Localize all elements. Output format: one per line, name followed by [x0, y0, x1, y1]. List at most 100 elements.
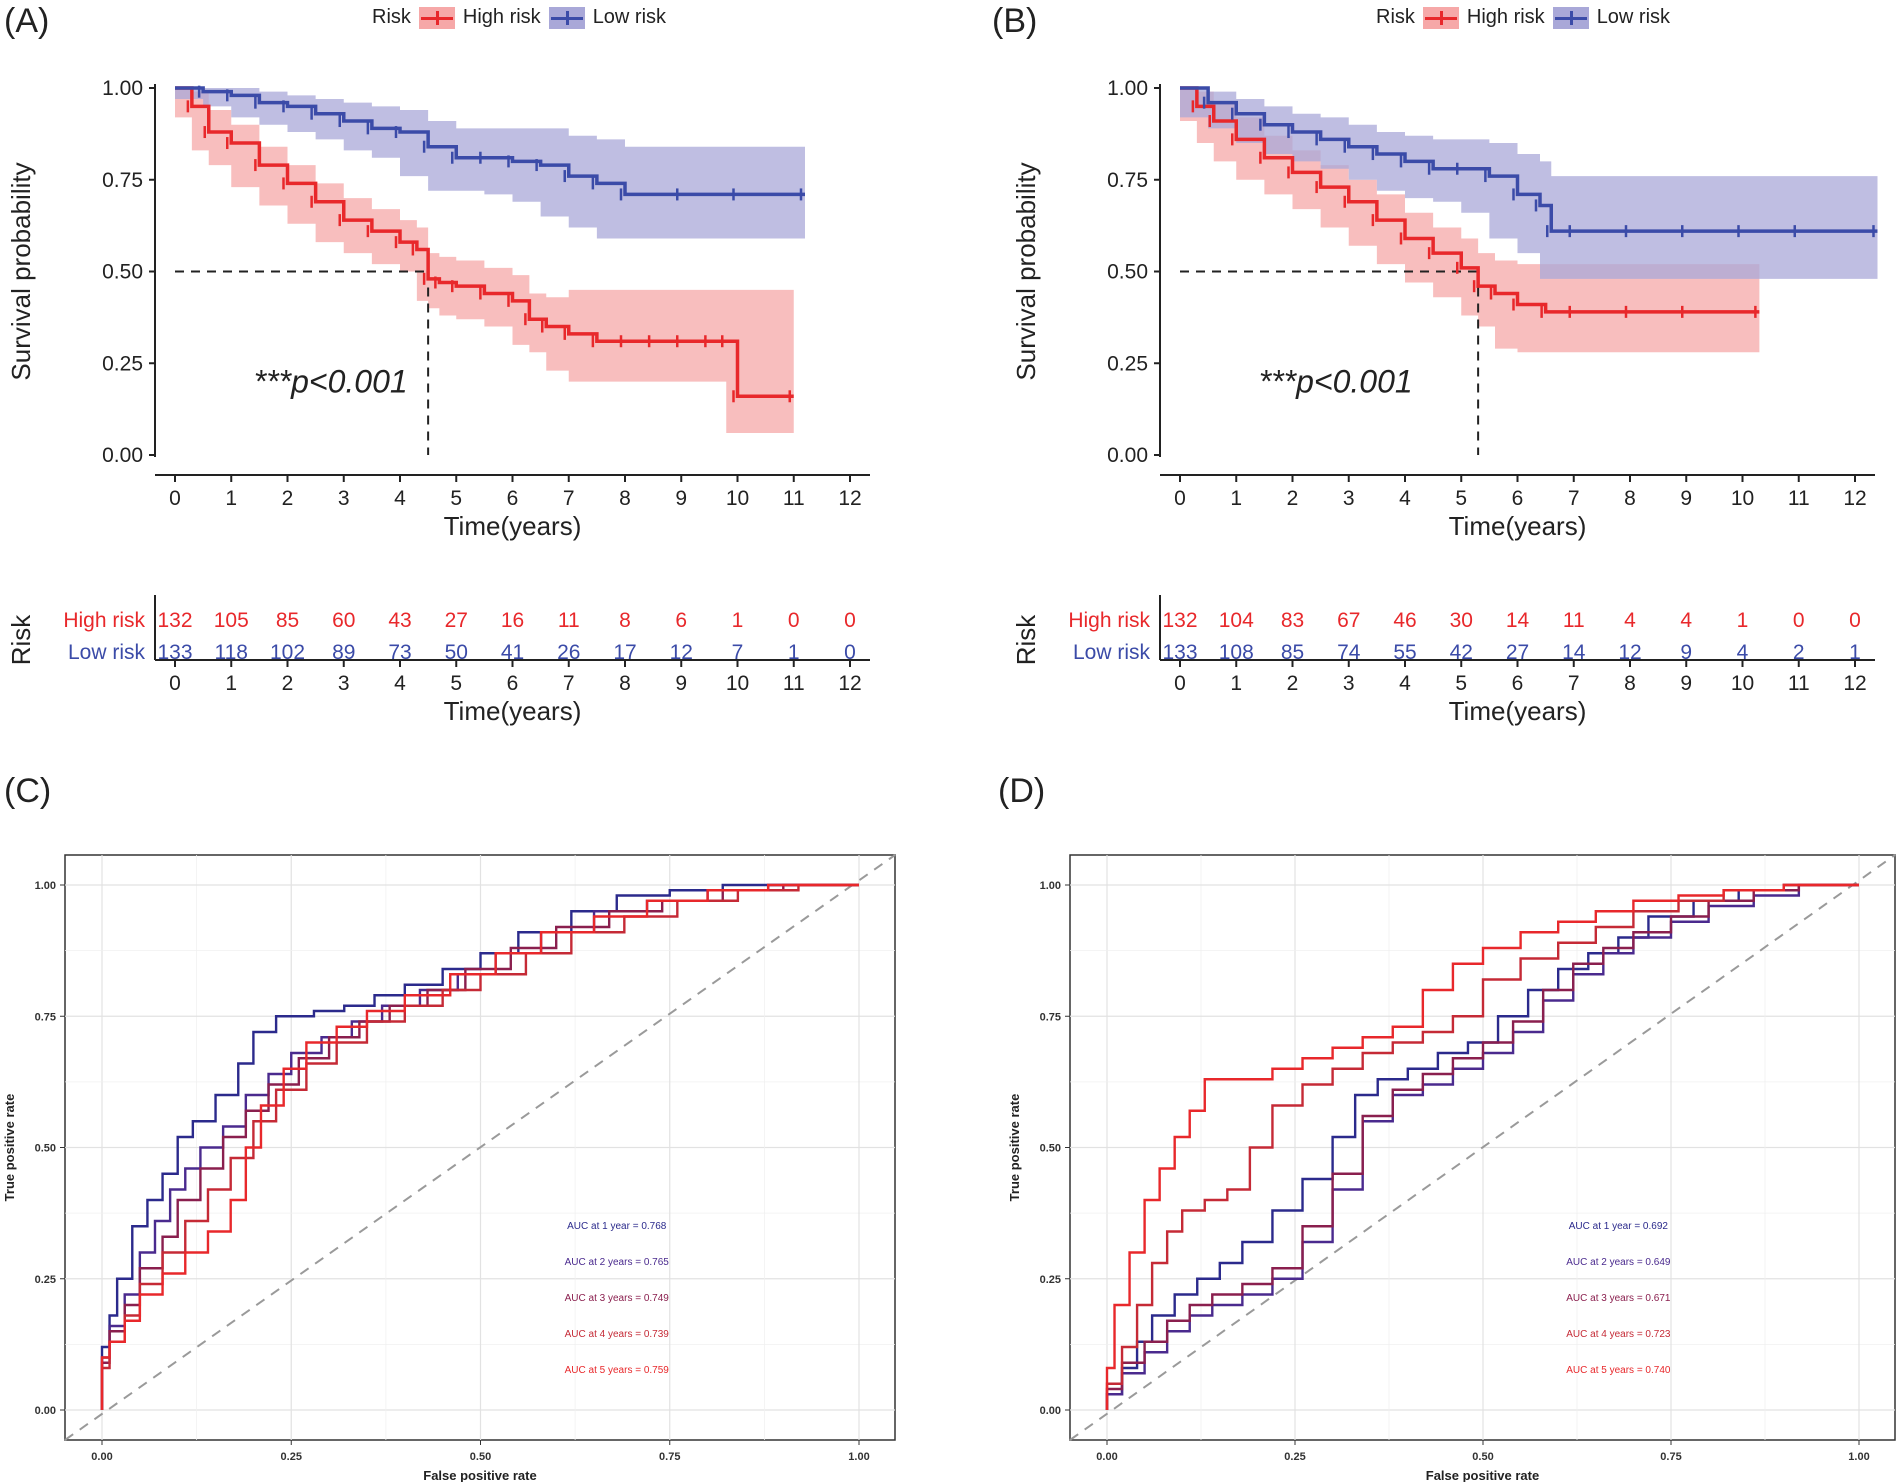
x-tick-label: 0.25 — [281, 1451, 302, 1463]
risk-count-high: 11 — [1563, 609, 1585, 632]
risk-x-tick-label: 5 — [1455, 672, 1467, 695]
x-tick-label: 11 — [1788, 487, 1810, 510]
reference-diagonal — [1069, 854, 1896, 1441]
risk-count-low: 26 — [557, 641, 580, 664]
survival-curve-low — [175, 86, 805, 197]
y-tick-label: 1.00 — [102, 77, 143, 100]
roc-chart-d: 0.00 0.25 0.50 0.75 1.00 0.00 0.25 0.50 0.75 1.00… — [1007, 854, 1896, 1482]
risk-count-high: 85 — [276, 609, 299, 632]
y-tick-label: 0.50 — [1040, 1143, 1061, 1155]
confidence-band-high — [1180, 88, 1760, 353]
x-tick-label: 0.50 — [470, 1451, 491, 1463]
x-tick-label: 0.75 — [659, 1451, 680, 1463]
auc-label-4: AUC at 4 years = 0.739 — [565, 1329, 670, 1340]
legend-low-key-icon — [548, 6, 585, 29]
risk-x-tick-label: 1 — [1230, 672, 1242, 695]
x-tick-label: 3 — [338, 487, 350, 510]
risk-count-high: 1 — [1737, 609, 1749, 632]
risk-count-high: 30 — [1450, 609, 1473, 632]
x-tick-label: 0 — [169, 487, 181, 510]
x-axis-label: Time(years) — [444, 511, 582, 541]
risk-count-high: 83 — [1281, 609, 1304, 632]
risk-count-high: 104 — [1219, 609, 1254, 632]
y-tick-label: 1.00 — [35, 880, 56, 892]
risk-count-high: 105 — [214, 609, 249, 632]
risk-count-low: 0 — [844, 641, 856, 664]
risk-count-low: 7 — [732, 641, 744, 664]
x-tick-label: 2 — [1287, 487, 1299, 510]
risk-count-high: 0 — [844, 609, 856, 632]
risk-count-low: 73 — [388, 641, 411, 664]
legend-high-key-icon — [418, 6, 455, 29]
x-tick-label: 1.00 — [848, 1451, 869, 1463]
x-tick-label: 9 — [1680, 487, 1692, 510]
risk-x-tick-label: 3 — [1343, 672, 1355, 695]
auc-label-3: AUC at 3 years = 0.749 — [565, 1293, 670, 1304]
risk-count-high: 46 — [1393, 609, 1416, 632]
risk-x-tick-label: 10 — [1731, 672, 1754, 695]
risk-count-low: 12 — [670, 641, 693, 664]
x-tick-label: 4 — [394, 487, 406, 510]
panel-label-d: (D) — [998, 772, 1046, 810]
y-tick-label: 0.00 — [1107, 444, 1148, 467]
risk-count-low: 14 — [1562, 641, 1586, 664]
x-tick-label: 0 — [1174, 487, 1186, 510]
survival-curve-low — [1180, 86, 1878, 233]
risk-table-row-label-high: High risk — [1068, 609, 1150, 632]
risk-x-tick-label: 4 — [394, 672, 406, 695]
risk-count-high: 8 — [619, 609, 631, 632]
risk-count-high: 14 — [1506, 609, 1530, 632]
roc-curve-1 — [100, 883, 859, 1410]
y-tick-label: 0.50 — [35, 1143, 56, 1155]
legend-low-label: Low risk — [1596, 6, 1671, 28]
risk-x-tick-label: 12 — [838, 672, 861, 695]
legend-title: Risk — [1376, 6, 1415, 28]
risk-x-tick-label: 9 — [675, 672, 687, 695]
risk-x-tick-label: 0 — [1174, 672, 1186, 695]
risk-table-row-label-low: Low risk — [1073, 641, 1151, 664]
risk-count-low: 41 — [501, 641, 524, 664]
risk-count-high: 0 — [1793, 609, 1805, 632]
y-tick-label: 0.00 — [1040, 1405, 1061, 1417]
risk-count-low: 108 — [1219, 641, 1254, 664]
x-tick-label: 7 — [1568, 487, 1580, 510]
legend-title: Risk — [372, 6, 411, 28]
roc-curve-3 — [1105, 883, 1859, 1410]
x-tick-label: 2 — [282, 487, 294, 510]
risk-count-low: 9 — [1680, 641, 1692, 664]
roc-curve-4 — [1105, 883, 1859, 1410]
risk-count-low: 133 — [157, 641, 192, 664]
risk-x-tick-label: 3 — [338, 672, 350, 695]
risk-count-high: 27 — [445, 609, 468, 632]
risk-x-tick-label: 11 — [1788, 672, 1810, 695]
x-tick-label: 6 — [1512, 487, 1524, 510]
risk-table-ylabel: Risk — [1011, 614, 1041, 666]
roc-chart-c: 0.00 0.25 0.50 0.75 1.00 0.00 0.25 0.50 0.75 1.00… — [2, 854, 896, 1482]
risk-count-low: 118 — [215, 641, 248, 664]
auc-label-5: AUC at 5 years = 0.759 — [565, 1365, 670, 1376]
risk-count-high: 0 — [1849, 609, 1861, 632]
y-tick-label: 0.75 — [1040, 1011, 1061, 1023]
risk-count-low: 50 — [445, 641, 468, 664]
panel-label-a: (A) — [4, 2, 50, 40]
x-tick-label: 7 — [563, 487, 575, 510]
legend-high-key-icon — [1422, 6, 1459, 29]
x-tick-label: 12 — [1843, 487, 1866, 510]
risk-count-low: 2 — [1793, 641, 1805, 664]
risk-count-low: 1 — [1849, 641, 1861, 664]
x-axis-label: False positive rate — [423, 1468, 536, 1482]
risk-count-low: 27 — [1506, 641, 1529, 664]
auc-label-5: AUC at 5 years = 0.740 — [1566, 1365, 1671, 1376]
risk-count-high: 0 — [788, 609, 800, 632]
y-tick-label: 1.00 — [1107, 77, 1148, 100]
x-tick-label: 4 — [1399, 487, 1411, 510]
risk-count-high: 1 — [732, 609, 744, 632]
risk-x-tick-label: 11 — [783, 672, 805, 695]
survival-curve-high — [1180, 86, 1760, 314]
x-tick-label: 0.75 — [1660, 1451, 1681, 1463]
risk-x-tick-label: 7 — [563, 672, 575, 695]
x-tick-label: 10 — [1731, 487, 1754, 510]
auc-label-2: AUC at 2 years = 0.765 — [565, 1257, 670, 1268]
y-axis-label: True positive rate — [1007, 1094, 1022, 1202]
x-tick-label: 0.50 — [1472, 1451, 1493, 1463]
